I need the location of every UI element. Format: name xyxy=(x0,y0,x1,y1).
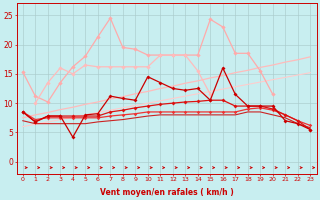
X-axis label: Vent moyen/en rafales ( km/h ): Vent moyen/en rafales ( km/h ) xyxy=(100,188,233,197)
